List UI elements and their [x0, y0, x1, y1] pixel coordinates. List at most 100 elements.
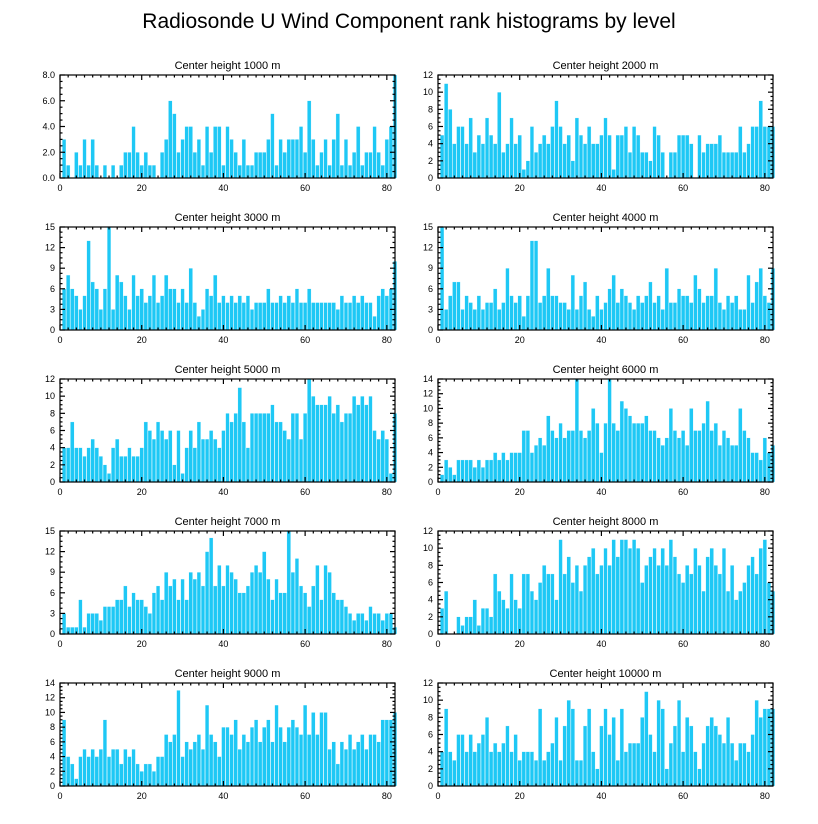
panel-5-bar	[196, 421, 201, 483]
panel-3-bar	[86, 240, 91, 331]
panel-1-bar	[90, 139, 95, 179]
panel-1-x-tick-label: 40	[218, 183, 228, 193]
panel-6-bar	[742, 430, 747, 483]
panel-7-bar	[315, 565, 320, 635]
panel-10-bar	[476, 742, 481, 787]
panel-6-bar	[534, 445, 539, 483]
panel-3-bar	[254, 302, 259, 331]
panel-7-bar	[356, 613, 361, 635]
panel-10-y-tick-label: 2	[428, 764, 433, 774]
panel-4-bar	[677, 288, 682, 331]
panel-9-bar	[172, 734, 177, 787]
panel-10-bar	[513, 734, 518, 787]
panel-5-bar	[258, 413, 263, 483]
panel-4-bar	[623, 295, 628, 331]
panel-3-y-tick-label: 6	[50, 284, 55, 294]
panel-10-bar	[660, 708, 665, 787]
panel-6-bar	[758, 459, 763, 483]
panel-8-bar	[615, 556, 620, 635]
panel-4-bar	[603, 302, 608, 331]
panel-4-x-tick-label: 20	[515, 335, 525, 345]
panel-5-bar	[282, 430, 287, 483]
panel-4-bar	[558, 302, 563, 331]
panel-10-bar	[489, 751, 494, 787]
panel-6-bar	[440, 474, 445, 483]
panel-6-bar	[754, 452, 759, 483]
panel-2-bar	[648, 160, 653, 179]
panel-6-bar	[521, 430, 526, 483]
panel-4-bar	[505, 268, 510, 331]
panel-7-bar	[343, 606, 349, 635]
panel-9-bar	[86, 756, 91, 787]
panel-1-bar	[364, 152, 369, 179]
panel-9-bar	[245, 741, 250, 787]
panel-4-bar	[632, 309, 637, 331]
panel-3-bar	[168, 288, 173, 331]
panel-2-bar	[701, 152, 706, 179]
panel-6-title: Center height 6000 m	[553, 364, 659, 376]
panel-3-bar	[205, 288, 210, 331]
panel-6-bar	[677, 437, 682, 483]
panel-4-bar	[681, 295, 686, 331]
panel-1-bar	[286, 139, 291, 179]
panel-3-bar	[209, 295, 214, 331]
panel-5-bar	[127, 447, 132, 483]
panel-5-bar	[315, 404, 320, 483]
panel-7-bar	[258, 572, 263, 635]
panel-2-bar	[754, 126, 759, 179]
panel-1-bar	[127, 152, 132, 179]
panel-7-bar	[339, 599, 344, 635]
panel-7-bar	[62, 613, 67, 635]
panel-6-bar	[554, 437, 559, 483]
panel-1-y-tick-label: 8.0	[42, 70, 55, 80]
panel-9-bar	[160, 756, 165, 787]
panel-9-bar	[225, 726, 230, 787]
panel-2-bar	[448, 109, 453, 179]
panel-7-y-tick-label: 15	[45, 526, 55, 536]
panel-4-bar	[525, 295, 530, 331]
panel-6-bar	[656, 437, 661, 483]
panel-9-bar	[196, 734, 201, 787]
panel-7-bar	[217, 565, 222, 635]
panel-2-bar	[472, 152, 477, 179]
panel-8-bar	[493, 573, 498, 635]
panel-2-bar	[672, 152, 677, 179]
panel-4-bar	[484, 302, 490, 331]
panel-2-bar	[595, 143, 600, 179]
panel-9-bar	[339, 741, 344, 787]
panel-2-bar	[521, 169, 526, 179]
panel-7-bar	[274, 578, 279, 635]
panel-8-y-tick-label: 12	[423, 526, 433, 536]
panel-8-bar	[677, 573, 682, 635]
panel-10-bar	[505, 725, 510, 787]
panel-7-bar	[311, 585, 316, 635]
panel-9-bar	[266, 719, 271, 787]
panel-5-bar	[102, 464, 107, 483]
panel-3-bar	[184, 302, 189, 331]
panel-3-bar	[343, 302, 349, 331]
panel-3-bar	[290, 302, 295, 331]
panel-9-bar	[78, 756, 83, 787]
panel-1-bar	[339, 164, 344, 179]
panel-5-y-tick-label: 0	[50, 477, 55, 487]
panel-3-bar	[123, 295, 128, 331]
panel-8-x-tick-label: 60	[678, 639, 688, 649]
panel-8-bar	[472, 599, 477, 635]
panel-9-bar	[184, 741, 189, 787]
figure-title: Radiosonde U Wind Component rank histogr…	[142, 10, 676, 33]
panel-3-x-tick-label: 0	[57, 335, 62, 345]
panel-5-bar	[266, 413, 271, 483]
panel-9-y-tick-label: 6	[50, 737, 55, 747]
panel-2-bar	[750, 126, 755, 179]
panel-1-bar	[131, 126, 136, 179]
panel-10-bar	[554, 717, 559, 787]
panel-5-y-tick-label: 12	[45, 374, 55, 384]
panel-8-bar	[762, 539, 767, 635]
panel-8-bar	[627, 548, 633, 635]
panel-2-y-tick-label: 6	[428, 122, 433, 132]
panel-2-bar	[603, 117, 608, 179]
panel-8-bar	[717, 573, 722, 635]
panel-4-bar	[464, 295, 469, 331]
panel-4-bar	[550, 295, 555, 331]
panel-10-bar	[603, 708, 608, 787]
